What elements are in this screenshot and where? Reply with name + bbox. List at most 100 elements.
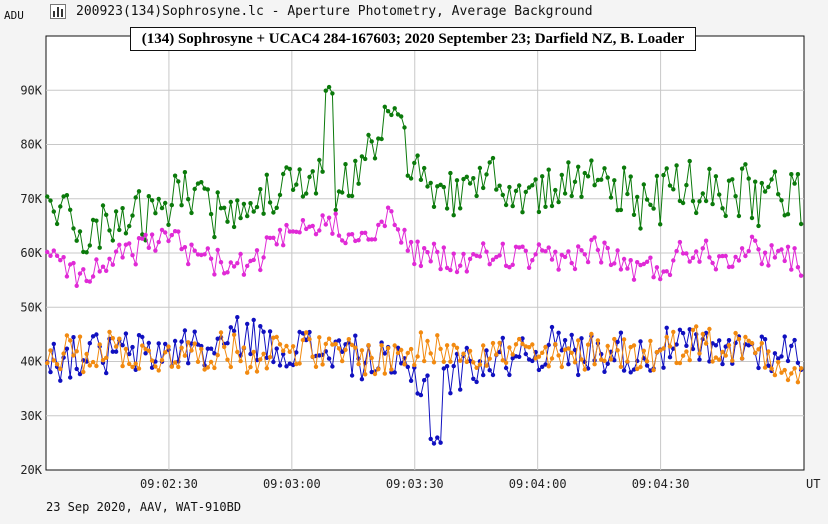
data-point — [612, 358, 617, 363]
data-point — [336, 233, 342, 238]
data-point — [441, 245, 446, 250]
data-point — [461, 176, 466, 182]
data-point — [271, 359, 276, 365]
data-point — [84, 351, 89, 357]
data-point — [635, 366, 640, 372]
data-point — [192, 329, 197, 334]
data-point — [608, 195, 614, 200]
data-point — [707, 166, 712, 172]
data-point — [307, 329, 312, 335]
data-point — [448, 267, 453, 273]
data-point — [195, 359, 201, 364]
chart-bars-icon[interactable] — [50, 4, 66, 19]
data-point — [294, 229, 299, 234]
data-point — [212, 351, 217, 356]
data-point — [51, 358, 56, 363]
data-point — [212, 234, 217, 240]
data-point — [140, 334, 145, 340]
data-point — [438, 266, 443, 272]
data-point — [494, 352, 499, 357]
data-point — [130, 344, 135, 350]
data-point — [631, 277, 637, 282]
data-point — [68, 375, 73, 380]
data-point — [549, 356, 555, 361]
data-point — [500, 335, 505, 341]
data-point — [628, 344, 633, 350]
data-point — [399, 240, 404, 245]
data-point — [798, 221, 804, 227]
data-point — [330, 91, 335, 96]
data-point — [792, 246, 797, 251]
data-point — [441, 359, 446, 364]
data-point — [254, 357, 260, 363]
data-point — [133, 262, 138, 267]
data-point — [323, 341, 328, 347]
data-point — [792, 337, 797, 343]
data-point — [703, 341, 709, 346]
data-point — [356, 238, 361, 243]
data-point — [795, 360, 801, 365]
data-point — [517, 245, 522, 250]
y-tick-label: 20K — [20, 463, 42, 477]
data-point — [776, 248, 781, 254]
data-point — [113, 344, 119, 349]
data-point — [326, 215, 332, 220]
data-point — [513, 342, 519, 347]
y-tick-label: 90K — [20, 83, 42, 97]
data-point — [572, 266, 578, 272]
data-point — [451, 213, 456, 218]
data-point — [353, 158, 358, 164]
data-point — [333, 207, 338, 213]
data-point — [621, 368, 627, 373]
data-point — [182, 328, 188, 333]
data-point — [97, 342, 102, 347]
data-point — [654, 265, 660, 270]
data-point — [136, 189, 142, 194]
data-point — [392, 370, 397, 375]
data-point — [638, 339, 643, 344]
data-point — [402, 362, 407, 367]
data-point — [785, 212, 791, 217]
data-point — [336, 338, 342, 343]
data-point — [372, 371, 378, 377]
data-point — [615, 208, 620, 213]
data-point — [477, 254, 483, 259]
data-point — [523, 189, 528, 195]
data-point — [562, 338, 568, 343]
data-point — [612, 336, 617, 342]
data-point — [326, 336, 332, 341]
data-point — [526, 345, 532, 350]
data-point — [64, 193, 70, 198]
data-point — [739, 246, 745, 251]
data-point — [481, 372, 486, 378]
data-point — [241, 272, 247, 277]
data-point — [245, 321, 250, 327]
data-point — [208, 211, 214, 217]
data-point — [71, 226, 76, 231]
data-point — [667, 272, 673, 278]
data-point — [720, 206, 725, 211]
data-point — [81, 249, 86, 255]
data-point — [507, 184, 512, 190]
data-point — [553, 342, 558, 347]
data-point — [674, 248, 679, 254]
data-point — [192, 341, 197, 346]
data-point — [592, 235, 597, 240]
data-point — [346, 193, 351, 198]
data-point — [189, 341, 194, 346]
data-point — [251, 317, 256, 323]
data-point — [484, 363, 489, 368]
data-point — [359, 230, 365, 236]
data-point — [359, 154, 365, 159]
data-point — [559, 348, 564, 353]
data-point — [320, 213, 325, 218]
data-point — [595, 338, 601, 343]
data-point — [621, 337, 627, 342]
data-point — [425, 250, 430, 255]
data-point — [582, 252, 587, 257]
data-point — [543, 204, 548, 209]
data-point — [795, 265, 801, 270]
data-point — [431, 241, 437, 246]
data-point — [576, 372, 581, 378]
y-tick-label: 80K — [20, 138, 42, 152]
